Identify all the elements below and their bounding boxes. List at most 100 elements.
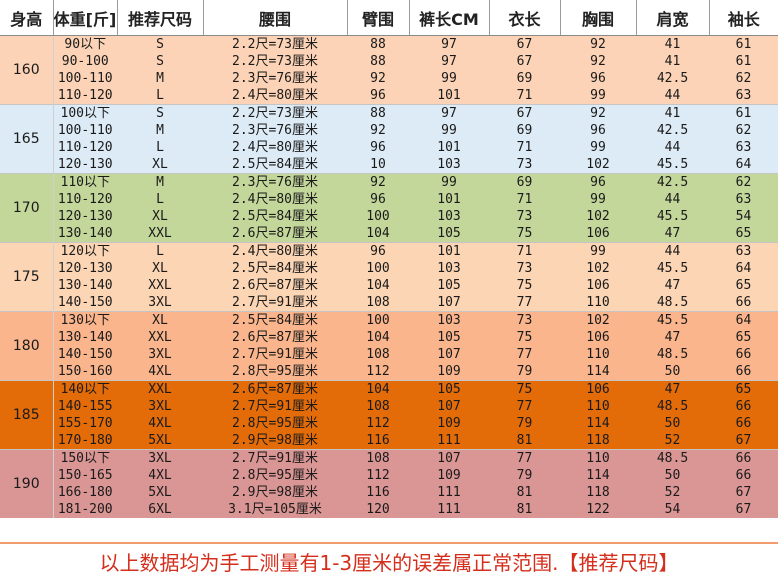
- weight-cell: 120-130: [57, 157, 113, 172]
- height-cell: 185: [0, 380, 54, 450]
- table-row: 90-100 S 2.2尺=73厘米 88 97 67 92 41 61: [0, 53, 778, 70]
- size-cell: M: [117, 173, 203, 191]
- table-row: 120-130 XL 2.5尺=84厘米 10 103 73 102 45.5 64: [0, 156, 778, 174]
- table-row: 110-120 L 2.4尺=80厘米 96 101 71 99 44 63: [0, 191, 778, 208]
- top-length-cell: 73: [516, 261, 533, 276]
- arm-cell: 92: [347, 173, 409, 191]
- arm-cell: 100: [366, 261, 390, 276]
- chest-cell: 110: [560, 449, 636, 467]
- top-length-cell: 67: [516, 54, 533, 69]
- top-length-cell: 71: [516, 192, 533, 207]
- sleeve-cell: 61: [709, 104, 778, 122]
- sleeve-cell: 66: [735, 295, 752, 310]
- waist-cell: 2.4尺=80厘米: [232, 140, 318, 155]
- waist-cell: 2.8尺=95厘米: [232, 468, 318, 483]
- table-row: 170 110以下 M 2.3尺=76厘米 92 99 69 96 42.5 62: [0, 173, 778, 243]
- arm-cell: 10: [370, 157, 386, 172]
- table-row: 140-150 3XL 2.7尺=91厘米 108 107 77 110 48.5 66: [0, 294, 778, 312]
- table-row: 166-180 5XL 2.9尺=98厘米 116 111 81 118 52 67: [0, 484, 778, 501]
- arm-cell: 108: [366, 399, 390, 414]
- pants-length-cell: 107: [437, 295, 461, 310]
- sleeve-cell: 63: [735, 192, 752, 207]
- chest-cell: 92: [560, 104, 636, 122]
- header-arm: 臂围: [347, 0, 410, 36]
- pants-length-cell: 101: [437, 88, 461, 103]
- weight-cell: 150以下: [53, 449, 117, 467]
- arm-cell: 100: [366, 209, 390, 224]
- shoulder-cell: 45.5: [656, 209, 689, 224]
- chest-cell: 110: [586, 399, 610, 414]
- weight-cell: 120-130: [57, 261, 113, 276]
- table-row: 175 120以下 L 2.4尺=80厘米 96 101 71 99 44 63: [0, 242, 778, 312]
- pants-length-cell: 103: [437, 209, 461, 224]
- arm-cell: 104: [366, 226, 390, 241]
- header-height: 身高: [0, 0, 54, 36]
- header-shoulder: 肩宽: [636, 0, 710, 36]
- pants-length-cell: 99: [441, 123, 457, 138]
- shoulder-cell: 50: [664, 468, 681, 483]
- shoulder-cell: 45.5: [636, 311, 709, 329]
- sleeve-cell: 66: [735, 399, 752, 414]
- arm-cell: 88: [347, 35, 409, 53]
- weight-cell: 120-130: [57, 209, 113, 224]
- pants-length-cell: 97: [409, 35, 489, 53]
- arm-cell: 88: [347, 104, 409, 122]
- shoulder-cell: 44: [636, 242, 709, 260]
- top-length-cell: 67: [489, 104, 560, 122]
- size-cell: 4XL: [148, 364, 172, 379]
- waist-cell: 2.8尺=95厘米: [232, 364, 318, 379]
- footer-note-text: 以上数据均为手工测量有1-3厘米的误差属正常范围.【推荐尺码】: [99, 551, 679, 575]
- table-row: 190 150以下 3XL 2.7尺=91厘米 108 107 77 110 48.5 66: [0, 449, 778, 518]
- sleeve-cell: 62: [735, 123, 752, 138]
- shoulder-cell: 42.5: [656, 71, 689, 86]
- table-row: 120-130 XL 2.5尺=84厘米 100 103 73 102 45.5 54: [0, 208, 778, 225]
- pants-length-cell: 97: [441, 54, 457, 69]
- table-row: 130-140 XXL 2.6尺=87厘米 104 105 75 106 47 65: [0, 329, 778, 346]
- pants-length-cell: 103: [437, 261, 461, 276]
- waist-cell: 2.7尺=91厘米: [232, 295, 318, 310]
- top-length-cell: 81: [516, 485, 533, 500]
- shoulder-cell: 48.5: [636, 449, 709, 467]
- size-cell: 5XL: [148, 485, 172, 500]
- weight-cell: 170-180: [57, 433, 113, 448]
- weight-cell: 110-120: [57, 88, 113, 103]
- arm-cell: 92: [370, 123, 386, 138]
- shoulder-cell: 42.5: [636, 173, 709, 191]
- shoulder-cell: 45.5: [656, 261, 689, 276]
- weight-cell: 110-120: [57, 140, 113, 155]
- pants-length-cell: 107: [437, 399, 461, 414]
- arm-cell: 104: [347, 380, 409, 398]
- pants-length-cell: 105: [409, 380, 489, 398]
- pants-length-cell: 111: [437, 485, 461, 500]
- waist-cell: 2.4尺=80厘米: [203, 242, 347, 260]
- weight-cell: 120以下: [53, 242, 117, 260]
- size-cell: M: [156, 71, 164, 86]
- top-length-cell: 81: [516, 502, 533, 517]
- chest-cell: 96: [590, 123, 606, 138]
- top-length-cell: 77: [516, 347, 533, 362]
- weight-cell: 130-140: [57, 278, 113, 293]
- top-length-cell: 77: [489, 449, 560, 467]
- sleeve-cell: 65: [735, 330, 752, 345]
- top-length-cell: 81: [516, 433, 533, 448]
- pants-length-cell: 107: [437, 347, 461, 362]
- table-row: 140-150 3XL 2.7尺=91厘米 108 107 77 110 48.5 66: [0, 346, 778, 363]
- sleeve-cell: 61: [709, 35, 778, 53]
- arm-cell: 108: [366, 347, 390, 362]
- height-cell: 175: [0, 242, 54, 312]
- sleeve-cell: 62: [709, 173, 778, 191]
- top-length-cell: 77: [516, 295, 533, 310]
- pants-length-cell: 103: [437, 157, 461, 172]
- shoulder-cell: 42.5: [656, 123, 689, 138]
- size-cell: 3XL: [117, 449, 203, 467]
- weight-cell: 181-200: [57, 502, 113, 517]
- sleeve-cell: 62: [735, 71, 752, 86]
- size-cell: XL: [152, 209, 168, 224]
- sleeve-cell: 66: [735, 347, 752, 362]
- pants-length-cell: 107: [409, 449, 489, 467]
- size-cell: XXL: [148, 330, 172, 345]
- chest-cell: 110: [586, 295, 610, 310]
- weight-cell: 140-155: [57, 399, 113, 414]
- sleeve-cell: 66: [735, 416, 752, 431]
- chest-cell: 106: [560, 380, 636, 398]
